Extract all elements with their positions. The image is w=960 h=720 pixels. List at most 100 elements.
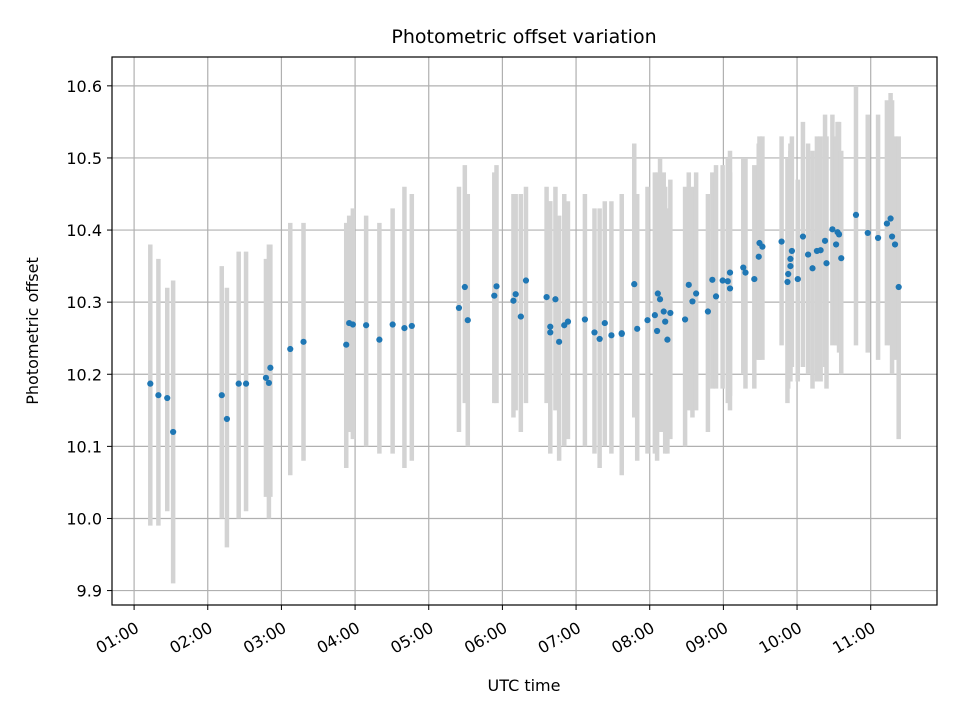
data-point <box>267 364 274 371</box>
data-point <box>787 255 794 262</box>
data-point <box>895 283 902 291</box>
data-point <box>888 233 896 240</box>
data-point <box>662 318 669 325</box>
data-point <box>596 335 603 343</box>
data-point <box>343 341 350 348</box>
data-point <box>300 338 307 345</box>
data-point <box>742 269 749 276</box>
chart-title: Photometric offset variation <box>391 26 656 48</box>
data-point <box>709 276 716 283</box>
data-point <box>681 316 689 323</box>
y-axis: 9.9 10.0 10.1 10.2 10.3 10.4 10.5 10.6 <box>66 77 112 601</box>
data-point <box>823 260 830 267</box>
data-point <box>704 308 712 315</box>
data-point <box>794 275 801 283</box>
data-point <box>656 296 664 303</box>
y-tick-label: 10.0 <box>66 509 102 528</box>
data-point <box>821 237 829 244</box>
data-point <box>510 297 517 304</box>
data-point <box>788 247 795 255</box>
data-point <box>455 304 463 312</box>
y-axis-label: Photometric offset <box>23 257 42 405</box>
data-point <box>631 281 638 288</box>
data-point <box>654 290 661 297</box>
data-point <box>223 415 231 423</box>
y-tick-label: 9.9 <box>77 582 102 601</box>
data-point <box>543 294 550 301</box>
data-point <box>817 247 824 254</box>
data-point <box>740 264 747 271</box>
data-point <box>724 278 731 285</box>
data-point <box>155 392 162 399</box>
data-point <box>653 327 661 335</box>
data-point <box>787 263 794 270</box>
data-point <box>832 241 840 248</box>
data-point <box>804 251 812 258</box>
plot-frame <box>111 56 938 606</box>
data-point <box>838 255 845 262</box>
data-points <box>147 211 902 436</box>
data-point <box>581 316 589 323</box>
data-point <box>891 241 899 248</box>
data-point <box>512 291 519 298</box>
data-point <box>634 325 641 332</box>
data-point <box>689 298 696 305</box>
data-point <box>651 312 658 319</box>
data-point <box>712 293 720 300</box>
data-point <box>778 238 785 245</box>
data-point <box>785 270 792 278</box>
y-tick-label: 10.2 <box>66 365 102 384</box>
data-point <box>644 317 651 324</box>
data-point <box>547 323 554 330</box>
x-axis-label: UTC time <box>488 676 561 695</box>
data-point <box>755 253 762 260</box>
y-tick-label: 10.5 <box>66 149 102 168</box>
data-point <box>218 392 225 399</box>
data-point <box>835 231 843 238</box>
y-tick-label: 10.6 <box>66 77 102 96</box>
data-point <box>719 277 726 284</box>
data-point <box>461 283 468 291</box>
data-point <box>784 278 791 286</box>
data-point <box>799 233 807 240</box>
data-point <box>667 309 674 317</box>
data-point <box>147 380 154 387</box>
data-point <box>809 265 816 272</box>
data-point <box>262 374 270 381</box>
data-point <box>547 329 554 336</box>
data-point <box>556 338 563 345</box>
data-point <box>265 379 272 387</box>
data-point <box>235 380 242 387</box>
data-point <box>464 317 471 324</box>
data-point <box>887 215 894 222</box>
data-point <box>349 321 356 328</box>
y-tick-label: 10.3 <box>66 293 102 312</box>
data-point <box>408 322 415 330</box>
data-point <box>552 296 559 303</box>
data-point <box>608 332 615 339</box>
data-point <box>164 394 171 402</box>
data-point <box>726 269 734 276</box>
data-point <box>389 321 396 328</box>
data-point <box>664 336 671 343</box>
data-point <box>685 281 692 288</box>
data-point <box>852 211 860 219</box>
data-point <box>376 336 383 343</box>
data-point <box>726 285 734 292</box>
data-point <box>287 345 294 353</box>
data-point <box>829 226 836 233</box>
y-tick-label: 10.4 <box>66 221 102 240</box>
data-point <box>517 313 524 320</box>
data-point <box>170 428 177 436</box>
data-point <box>493 283 500 290</box>
data-point <box>363 322 370 329</box>
data-point <box>660 308 667 315</box>
data-point <box>564 318 572 325</box>
data-point <box>522 277 530 284</box>
data-point <box>591 329 598 336</box>
data-point <box>751 275 758 283</box>
data-point <box>242 380 250 387</box>
data-point <box>618 330 625 337</box>
data-point <box>874 234 882 242</box>
